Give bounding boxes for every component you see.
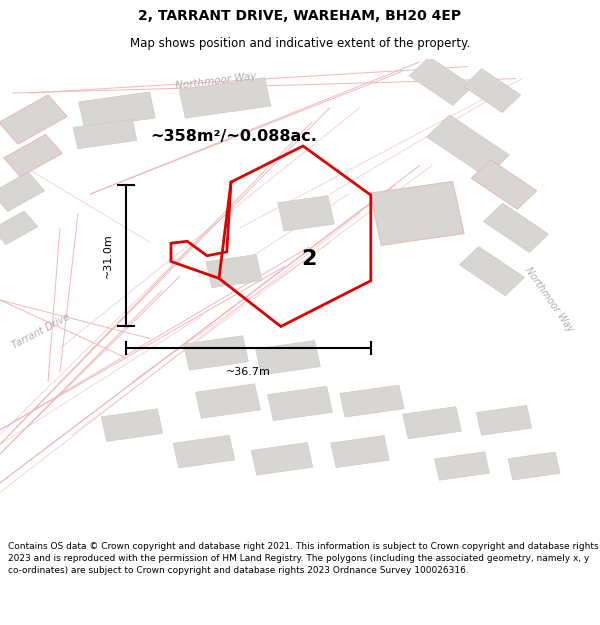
Polygon shape [331,436,389,468]
Text: 2: 2 [301,249,317,269]
Polygon shape [508,452,560,480]
Polygon shape [340,385,404,417]
Polygon shape [0,172,44,211]
Text: Map shows position and indicative extent of the property.: Map shows position and indicative extent… [130,37,470,50]
Polygon shape [278,196,334,231]
Polygon shape [73,119,137,149]
Text: Northmoor Way: Northmoor Way [175,71,257,91]
Polygon shape [427,115,509,177]
Polygon shape [206,254,262,288]
Polygon shape [403,407,461,439]
Text: Northmoor Way: Northmoor Way [523,266,575,334]
Text: 2, TARRANT DRIVE, WAREHAM, BH20 4EP: 2, TARRANT DRIVE, WAREHAM, BH20 4EP [139,9,461,23]
Text: ~36.7m: ~36.7m [226,368,271,378]
Polygon shape [101,409,163,441]
Polygon shape [179,78,271,118]
Polygon shape [434,452,490,480]
Polygon shape [0,95,67,144]
Polygon shape [460,246,524,296]
Polygon shape [184,336,248,370]
Polygon shape [476,406,532,435]
Polygon shape [409,57,473,105]
Polygon shape [268,386,332,421]
Polygon shape [256,341,320,375]
Text: Tarrant Drive: Tarrant Drive [10,312,71,351]
Text: Contains OS data © Crown copyright and database right 2021. This information is : Contains OS data © Crown copyright and d… [8,542,598,575]
Polygon shape [0,211,38,244]
Polygon shape [472,160,536,209]
Text: ~31.0m: ~31.0m [103,233,113,278]
Polygon shape [463,69,521,112]
Polygon shape [173,435,235,468]
Polygon shape [370,181,464,245]
Polygon shape [4,134,62,177]
Text: ~358m²/~0.088ac.: ~358m²/~0.088ac. [150,129,317,144]
Polygon shape [79,92,155,128]
Polygon shape [251,442,313,475]
Polygon shape [196,384,260,418]
Polygon shape [484,203,548,252]
